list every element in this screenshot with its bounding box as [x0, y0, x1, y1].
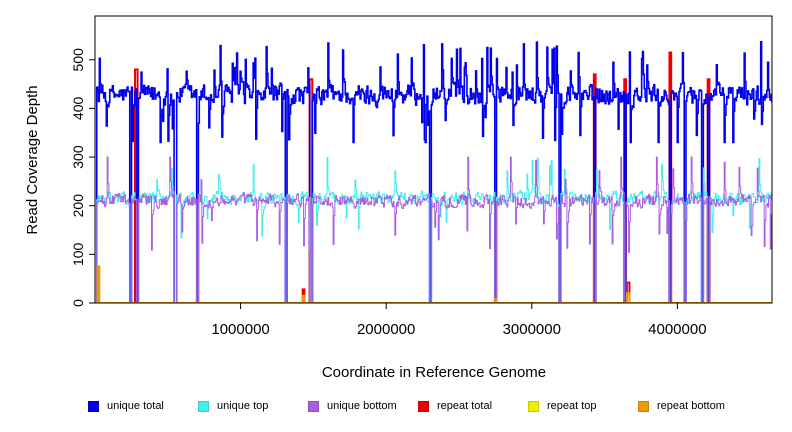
chart-legend: unique total unique top unique bottom repea… — [88, 400, 748, 412]
legend-swatch — [198, 400, 209, 412]
x-tick-label: 3000000 — [503, 321, 561, 338]
legend-label: repeat top — [547, 400, 597, 412]
legend-label: unique bottom — [327, 400, 397, 412]
legend-item-repeat-bottom: repeat bottom — [638, 400, 748, 412]
series-line-unique-bottom — [95, 156, 772, 303]
legend-swatch — [528, 400, 539, 412]
legend-label: repeat bottom — [657, 400, 725, 412]
y-axis-label: Read Coverage Depth — [24, 85, 41, 234]
y-axis: 0 100 200 300 400 500 — [70, 48, 96, 307]
legend-label: unique total — [107, 400, 164, 412]
series-line-unique-total — [95, 40, 772, 303]
x-axis: 1000000 2000000 3000000 4000000 — [211, 302, 707, 338]
y-tick-label: 300 — [70, 145, 86, 169]
y-tick-label: 500 — [70, 48, 86, 72]
x-tick-label: 2000000 — [357, 321, 415, 338]
legend-swatch — [638, 400, 649, 412]
legend-item-repeat-top: repeat top — [528, 400, 638, 412]
legend-swatch — [418, 400, 429, 412]
y-tick-label: 0 — [70, 299, 86, 307]
y-tick-label: 100 — [70, 242, 86, 266]
legend-item-unique-bottom: unique bottom — [308, 400, 418, 412]
legend-item-repeat-total: repeat total — [418, 400, 528, 412]
legend-swatch — [308, 400, 319, 412]
coverage-chart: 0 100 200 300 400 500 1000000 2000000 3000000 40… — [24, 15, 773, 381]
legend-swatch — [88, 400, 99, 412]
x-axis-label: Coordinate in Reference Genome — [322, 364, 546, 381]
legend-label: repeat total — [437, 400, 493, 412]
y-tick-label: 200 — [70, 194, 86, 218]
legend-label: unique top — [217, 400, 269, 412]
x-tick-label: 1000000 — [211, 321, 269, 338]
legend-item-unique-total: unique total — [88, 400, 198, 412]
legend-item-unique-top: unique top — [198, 400, 308, 412]
y-tick-label: 400 — [70, 97, 86, 121]
x-tick-label: 4000000 — [648, 321, 706, 338]
